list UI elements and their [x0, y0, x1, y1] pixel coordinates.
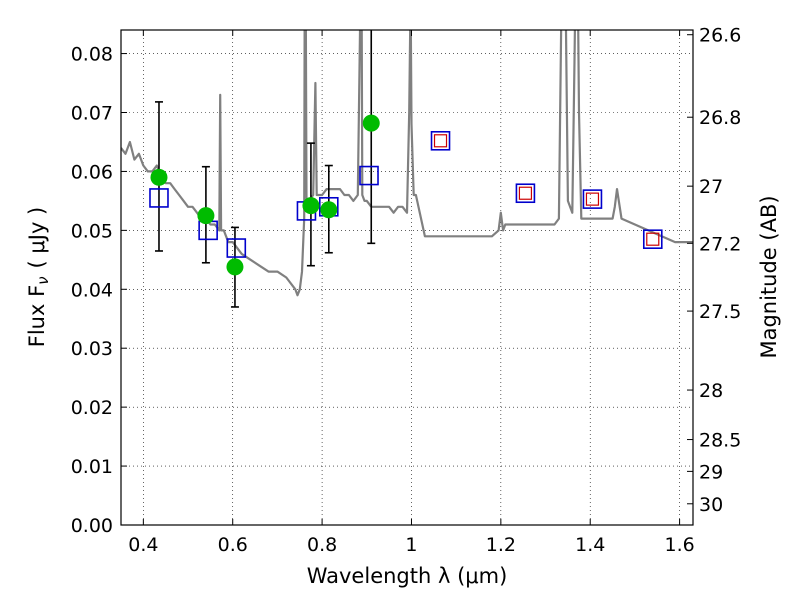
model-square: [359, 165, 379, 186]
y-tick-label: 0.08: [71, 44, 113, 66]
model-square: [430, 130, 451, 151]
observed-point: [197, 207, 215, 225]
model-square: [226, 238, 247, 258]
y-axis-label-unit: ( μJy ): [25, 207, 49, 269]
y2-axis-label: Magnitude (AB): [757, 195, 781, 358]
x-tick-label: 1.4: [575, 534, 605, 556]
observed-point: [302, 197, 320, 215]
y2-tick-label: 26.8: [699, 107, 741, 129]
model-square: [149, 188, 169, 208]
plot-frame: [120, 29, 694, 526]
model-square-inner: [433, 134, 448, 148]
y-tick-label: 0.01: [71, 456, 113, 478]
y2-tick-label: 30: [699, 494, 723, 516]
observed-points: [150, 114, 380, 276]
y-tick-label: 0.06: [71, 161, 113, 183]
model-square-inner: [646, 232, 660, 246]
y-tick-label: 0.07: [71, 103, 113, 125]
observed-point: [226, 258, 244, 276]
observed-point: [150, 168, 168, 186]
model-square: [515, 183, 536, 204]
model-square-inner: [585, 192, 600, 206]
x-tick-label: 1.6: [664, 534, 694, 556]
y2-tick-label: 27.5: [699, 301, 741, 323]
x-tick-label: 0.6: [218, 534, 248, 556]
model-square: [582, 189, 603, 209]
y-axis: 0.00 0.01 0.02 0.03 0.04 0.05 0.06 0.07 0.08: [71, 44, 127, 537]
y2-tick-label: 27.2: [699, 233, 741, 255]
y2-tick-label: 28: [699, 380, 723, 402]
y2-tick-label: 28.5: [699, 430, 741, 452]
y-axis-label-main: Flux F: [25, 285, 49, 347]
y-tick-label: 0.05: [71, 220, 113, 242]
observed-point: [320, 201, 338, 219]
y2-tick-label: 29: [699, 461, 723, 483]
y-axis-label-sub: ν: [34, 276, 52, 284]
y-tick-label: 0.04: [71, 279, 113, 301]
x-tick-label: 0.8: [307, 534, 337, 556]
y2-tick-label: 26.6: [699, 25, 741, 47]
plot-background: [121, 30, 693, 525]
y2-tick-label: 27: [699, 176, 723, 198]
y-tick-label: 0.02: [71, 397, 113, 419]
y2-axis: 26.6 26.8 27 27.2 27.5 28 28.5 29 30: [687, 25, 741, 516]
x-tick-label: 0.4: [128, 534, 158, 556]
model-square-inner: [518, 186, 533, 200]
y-axis-label: Flux Fν ( μJy ): [25, 207, 52, 348]
model-square: [642, 229, 663, 249]
x-axis-label: Wavelength λ (μm): [307, 564, 508, 588]
observed-point: [362, 114, 380, 132]
x-tick-label: 1.2: [486, 534, 516, 556]
y-tick-label: 0.03: [71, 338, 113, 360]
x-axis: 0.4 0.6 0.8 1 1.2 1.4 1.6: [128, 30, 695, 556]
x-tick-label: 1: [405, 534, 417, 556]
y-tick-label: 0.00: [71, 515, 113, 537]
model-photometry-points: [149, 130, 663, 258]
